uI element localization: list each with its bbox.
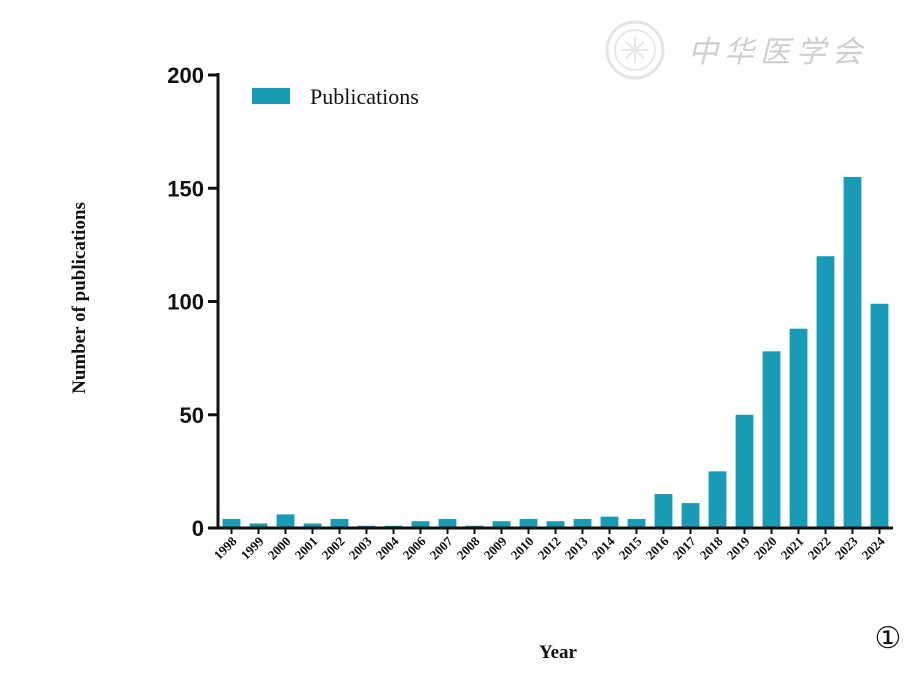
x-tick-label: 2018 [697,533,726,562]
y-tick-label: 150 [167,176,204,201]
x-tick-label: 2009 [481,533,510,562]
watermark-text: 中华医学会 [688,35,868,70]
x-tick-label: 2002 [319,534,348,563]
x-tick-label: 2016 [643,533,672,562]
plot-area: 0 50 100 150 200 1998199920002001200220032004… [167,63,893,563]
y-axis-label: Number of publications [69,202,90,394]
x-tick-label: 2020 [751,534,780,563]
bar-1998 [222,518,241,528]
bar-2020 [762,351,781,528]
x-tick-label: 2024 [859,533,888,562]
watermark: 中华医学会 [605,20,868,80]
x-tick-label: 2010 [508,534,537,563]
x-tick-label: 2000 [265,534,294,563]
x-tick-label: 2007 [427,533,456,562]
x-tick-label: 2017 [670,533,699,562]
legend-swatch [252,88,290,104]
bar-2002 [330,518,349,528]
bar-2000 [276,514,295,528]
x-tick-label: 2012 [535,534,564,563]
x-tick-label: 2004 [373,533,402,562]
bar-2018 [708,471,727,528]
x-tick-label: 2003 [346,533,375,562]
y-tick-label: 50 [180,403,204,428]
bar-2013 [573,518,592,528]
bar-2019 [735,414,754,528]
bar-1999 [249,523,268,528]
bar-2017 [681,503,700,528]
bar-2014 [600,516,619,528]
y-tick-label: 200 [167,63,204,88]
legend-label: Publications [310,84,419,109]
x-tick-label: 2008 [454,533,483,562]
bar-2010 [519,518,538,528]
bar-2007 [438,518,457,528]
bar-2015 [627,518,646,528]
x-tick-label: 1999 [238,533,267,562]
x-tick-label: 2013 [562,533,591,562]
bar-2021 [789,328,808,528]
bar-2012 [546,521,565,528]
legend: Publications [252,84,419,109]
x-tick-label: 2021 [778,534,807,563]
bar-2022 [816,256,835,528]
x-axis-label: Year [539,642,578,663]
seal-logo-icon [605,20,665,80]
x-tick-label: 2014 [589,533,618,562]
y-tick-label: 100 [167,290,204,315]
x-tick-label: 2019 [724,533,753,562]
bar-2006 [411,521,430,528]
bar-2024 [870,303,889,528]
panel-label: ① [875,621,902,656]
bar-2023 [843,176,862,529]
y-tick-label: 0 [192,516,204,541]
x-tick-label: 2006 [400,533,429,562]
x-tick-label: 1998 [211,533,240,562]
x-tick-label: 2023 [832,533,861,562]
x-tick-label: 2001 [292,534,321,563]
x-tick-label: 2022 [805,534,834,563]
bar-2001 [303,523,322,528]
bar-2016 [654,494,673,528]
bar-2009 [492,521,511,528]
x-tick-label: 2015 [616,533,645,562]
